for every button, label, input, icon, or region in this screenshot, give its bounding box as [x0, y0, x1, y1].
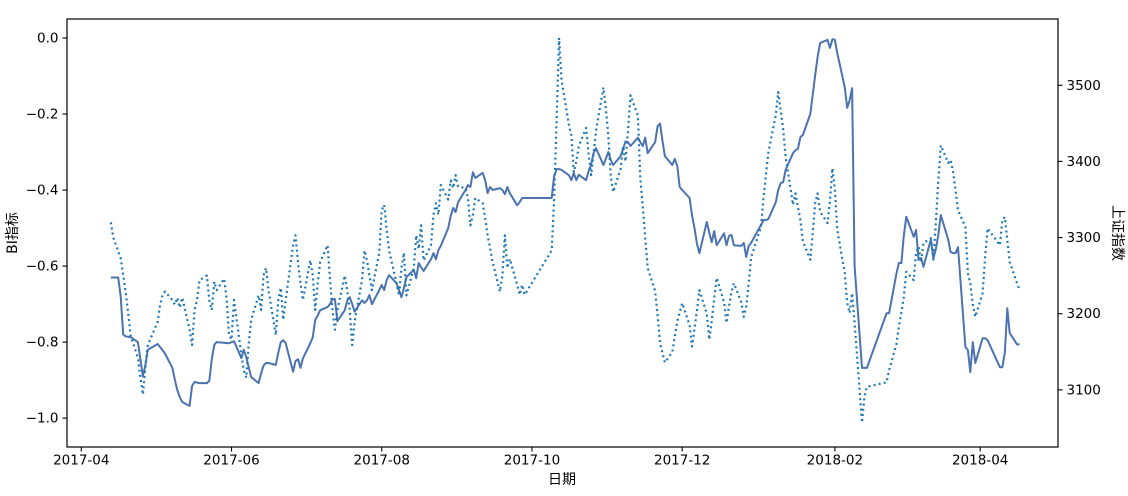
y-axis-ticks-right: 3500 3400 3300 3200 3100 — [1058, 78, 1101, 398]
y-tick-label-right: 3200 — [1067, 306, 1101, 322]
y-tick-label-left: −0.4 — [26, 183, 59, 199]
y-axis-ticks-left: 0.0 −0.2 −0.4 −0.6 −0.8 −1.0 — [26, 31, 67, 427]
y-tick-label-right: 3400 — [1067, 154, 1101, 170]
x-tick-label: 2018-02 — [807, 453, 863, 469]
y-tick-label-left: −0.2 — [26, 107, 59, 123]
x-axis-ticks: 2017-04 2017-06 2017-08 2017-10 2017-12 2018-… — [53, 447, 1008, 469]
series-lines — [109, 36, 1021, 424]
x-tick-label: 2017-10 — [504, 453, 560, 469]
y-axis-label-right: 上证指数 — [1109, 205, 1125, 261]
y-tick-label-left: 0.0 — [37, 31, 58, 47]
x-tick-label: 2018-04 — [952, 453, 1008, 469]
bi-indicator-line — [110, 38, 1020, 407]
y-tick-label-right: 3100 — [1067, 382, 1101, 398]
plot-frame — [66, 18, 1059, 448]
y-tick-label-right: 3300 — [1067, 230, 1101, 246]
y-tick-label-left: −1.0 — [26, 411, 59, 427]
y-axis-label-left: BI指标 — [5, 212, 21, 254]
x-tick-label: 2017-08 — [354, 453, 410, 469]
y-tick-label-right: 3500 — [1067, 78, 1101, 94]
x-tick-label: 2017-12 — [654, 453, 710, 469]
y-tick-label-left: −0.6 — [26, 259, 59, 275]
x-axis-label: 日期 — [548, 472, 576, 488]
x-tick-label: 2017-04 — [53, 453, 109, 469]
x-tick-label: 2017-06 — [203, 453, 259, 469]
y-tick-label-left: −0.8 — [26, 335, 59, 351]
